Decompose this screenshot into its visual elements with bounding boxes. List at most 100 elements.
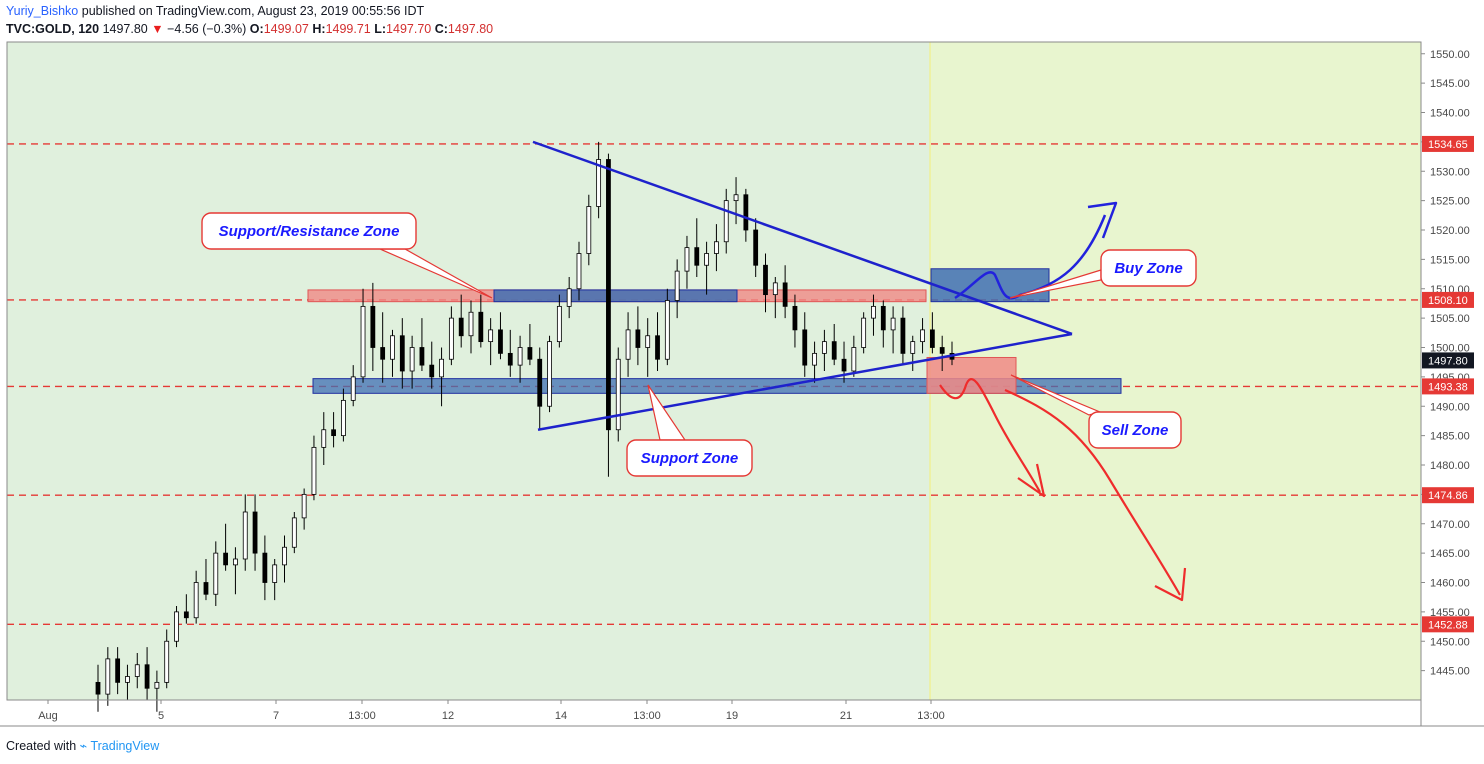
- time-tick-label: 7: [273, 710, 279, 722]
- time-tick-label: 12: [442, 710, 454, 722]
- candle-body: [282, 546, 287, 566]
- sell-zone-callout: Sell Zone: [1010, 374, 1182, 449]
- level-price-tag: [1422, 135, 1474, 152]
- candlesticks: [95, 141, 955, 712]
- candle-body: [360, 305, 366, 378]
- candle-body: [193, 582, 199, 619]
- close-value: 1497.80: [447, 22, 494, 36]
- candle-body: [390, 335, 395, 360]
- price-tick-label: 1500.00: [1430, 343, 1470, 355]
- candle-body: [635, 329, 641, 348]
- price-tick-label: 1540.00: [1430, 108, 1470, 120]
- candle-body: [419, 347, 425, 366]
- candle-body: [262, 552, 268, 583]
- symbol-label[interactable]: TVC:GOLD, 120: [6, 22, 100, 36]
- symbol-info-bar: TVC:GOLD, 120 1497.80 ▼ −4.56 (−0.3%) O:…: [6, 22, 493, 36]
- chart-publish-info: Yuriy_Bishko published on TradingView.co…: [6, 4, 424, 18]
- time-tick-label: Aug: [38, 710, 58, 722]
- upper-trendline: [532, 140, 1073, 336]
- level-price-tag-label: 1452.88: [1428, 619, 1468, 631]
- time-tick-label: 13:00: [633, 710, 661, 722]
- callout-box: [1100, 249, 1197, 287]
- candle-body: [684, 247, 690, 272]
- candle-body: [733, 194, 739, 202]
- sell-path-short-arrow: [939, 378, 1041, 493]
- candle-body: [880, 305, 886, 331]
- level-price-tag-label: 1474.86: [1428, 490, 1468, 502]
- level-price-tag-label: 1493.38: [1428, 381, 1468, 393]
- candle-body: [890, 317, 896, 331]
- candle-body: [154, 681, 160, 689]
- chart-background-history: [7, 42, 930, 700]
- candle-body: [468, 311, 474, 337]
- level-price-tag-label: 1534.65: [1428, 139, 1468, 151]
- candle-body: [714, 241, 719, 254]
- price-tick-label: 1470.00: [1430, 519, 1470, 531]
- created-with-text: Created with: [6, 739, 77, 753]
- close-label: C:: [434, 22, 448, 36]
- candle-body: [144, 664, 150, 689]
- candle-body: [792, 305, 798, 331]
- candle-body: [341, 399, 346, 437]
- candle-body: [625, 329, 631, 360]
- callout-label: Support Zone: [641, 450, 739, 467]
- price-tick-label: 1465.00: [1430, 548, 1470, 560]
- price-tick-label: 1515.00: [1430, 254, 1470, 266]
- candle-body: [115, 658, 121, 683]
- support-zone-rect: [312, 378, 1122, 394]
- buy-zone-callout: Buy Zone: [1009, 249, 1197, 299]
- candle-body: [606, 159, 611, 431]
- change-value: −4.56 (−0.3%): [167, 22, 247, 36]
- red-arrowhead-icon: [1154, 567, 1187, 602]
- time-tick-label: 5: [158, 710, 164, 722]
- candle-body: [704, 253, 709, 266]
- candle-body: [812, 352, 817, 366]
- lower-trendline: [537, 332, 1073, 431]
- callout-box: [1088, 411, 1182, 449]
- price-tick-label: 1460.00: [1430, 578, 1470, 590]
- callout-box: [626, 439, 753, 477]
- candle-body: [566, 288, 572, 307]
- level-price-tag-label: 1508.10: [1428, 295, 1468, 307]
- tradingview-brand[interactable]: TradingView: [90, 739, 160, 753]
- candle-body: [694, 247, 700, 266]
- candle-body: [547, 341, 552, 407]
- price-tick-label: 1530.00: [1430, 166, 1470, 178]
- high-label: H:: [312, 22, 326, 36]
- down-triangle-icon: ▼: [151, 22, 164, 36]
- level-price-tag: [1422, 378, 1474, 395]
- candle-body: [311, 446, 317, 495]
- candle-body: [291, 517, 297, 548]
- price-tick-label: 1455.00: [1430, 607, 1470, 619]
- candle-body: [743, 194, 749, 231]
- time-tick-label: 13:00: [917, 710, 945, 722]
- open-label: O:: [249, 22, 264, 36]
- candle-body: [350, 376, 356, 401]
- candle-body: [301, 493, 307, 519]
- time-tick-label: 19: [726, 710, 738, 722]
- price-tick-label: 1445.00: [1430, 666, 1470, 678]
- candle-body: [586, 206, 592, 254]
- price-tick-label: 1480.00: [1430, 460, 1470, 472]
- candle-body: [233, 558, 238, 566]
- time-axis[interactable]: Aug 5 7 13:00 12 14 13:00 19 21 13:00: [38, 700, 945, 722]
- author-link[interactable]: Yuriy_Bishko: [6, 4, 79, 18]
- candle-body: [125, 676, 130, 683]
- candle-body: [370, 305, 376, 348]
- callout-label: Support/Resistance Zone: [219, 223, 400, 240]
- candle-body: [458, 317, 464, 337]
- price-tick-label: 1550.00: [1430, 49, 1470, 61]
- tradingview-logo-icon[interactable]: ⌁: [79, 739, 88, 753]
- candle-body: [753, 229, 759, 266]
- candle-body: [782, 282, 788, 307]
- candle-body: [851, 347, 857, 372]
- candle-body: [105, 658, 111, 695]
- candle-body: [242, 511, 248, 560]
- candle-body: [821, 341, 827, 354]
- candle-body: [655, 335, 660, 360]
- high-value: 1499.71: [325, 22, 371, 36]
- candle-body: [380, 347, 386, 360]
- price-tick-label: 1525.00: [1430, 196, 1470, 208]
- level-price-tag: [1422, 616, 1474, 633]
